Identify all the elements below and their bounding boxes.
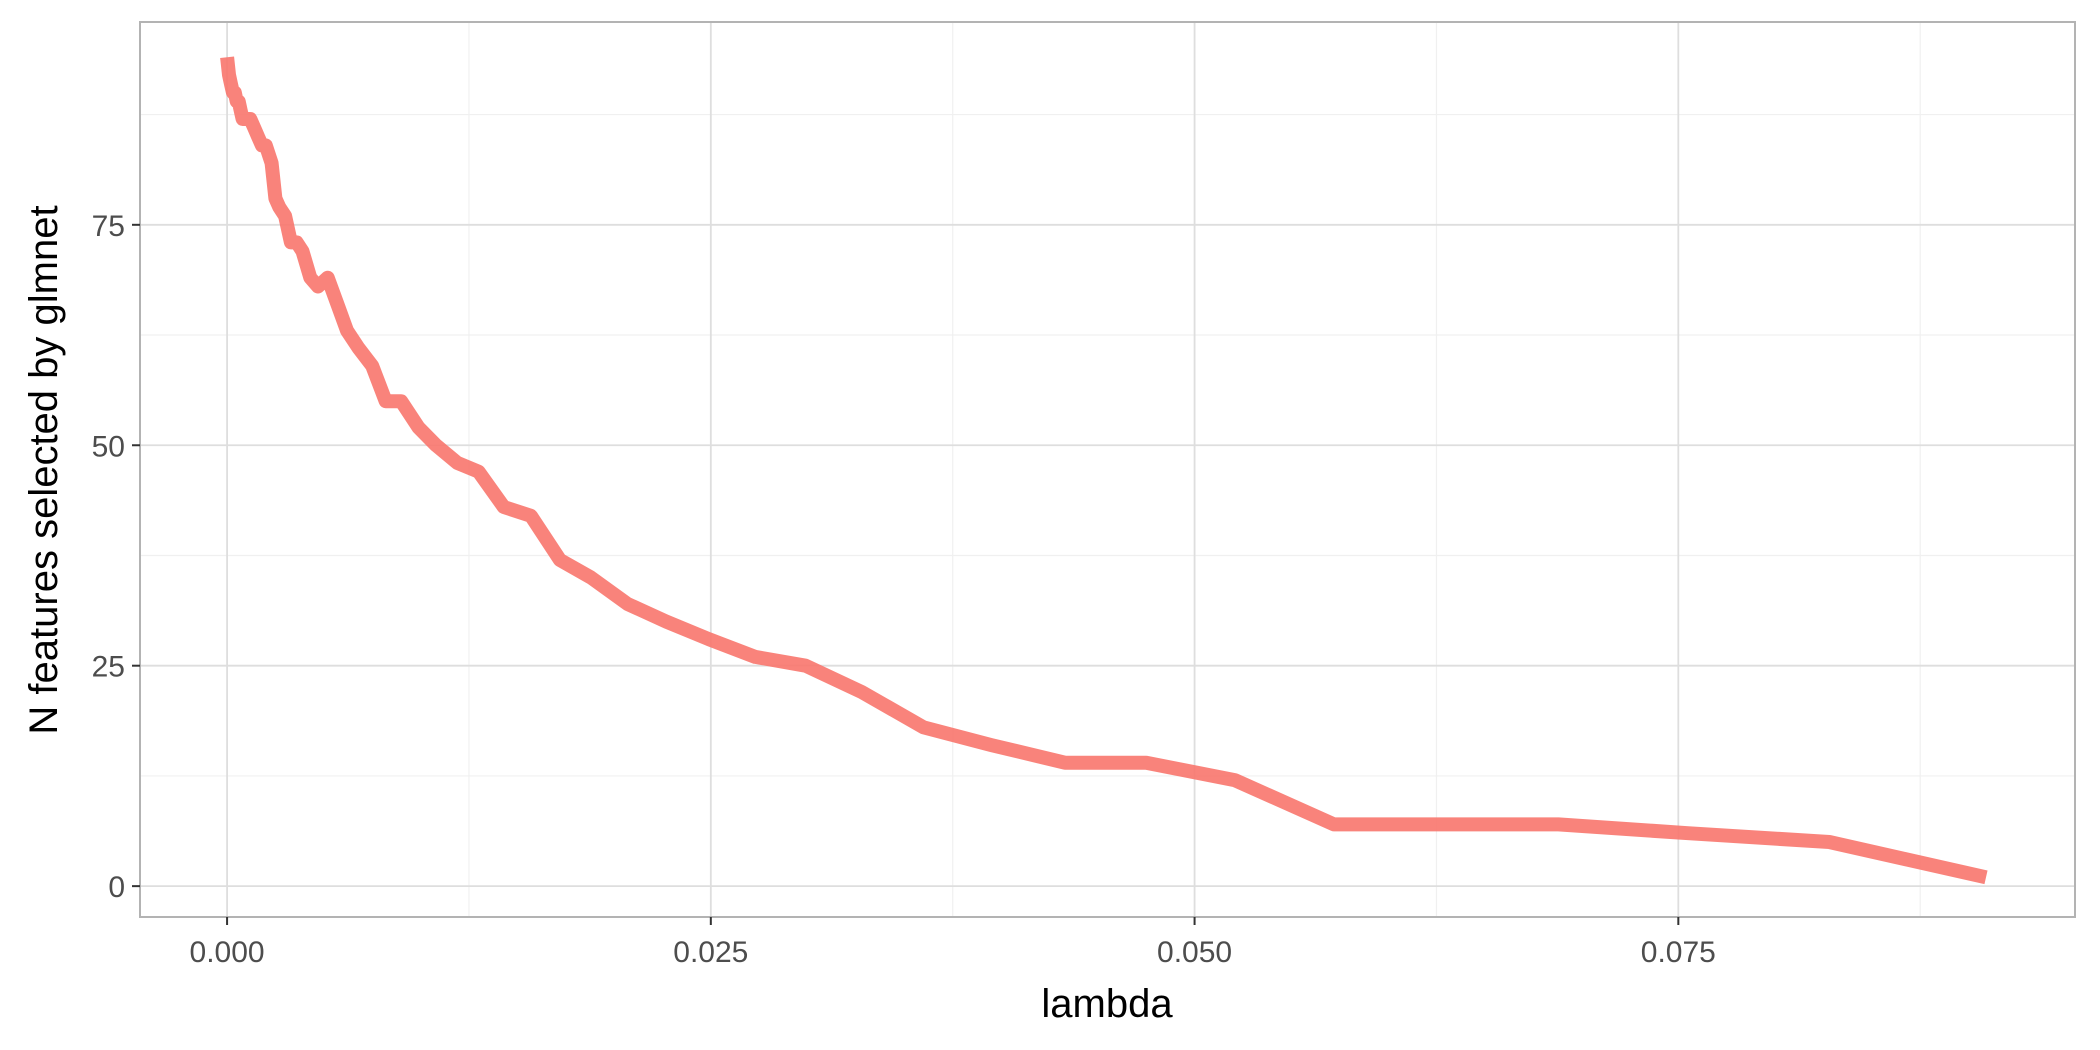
x-tick-label: 0.000 (190, 936, 265, 969)
x-axis-title: lambda (1041, 982, 1173, 1026)
y-tick-label: 25 (92, 651, 125, 684)
series-line (220, 56, 1988, 885)
data-layer (220, 56, 1988, 885)
plot-border (139, 21, 2076, 918)
y-axis-ticks: 0 25 50 75 (92, 210, 140, 904)
y-tick-label: 0 (108, 871, 125, 904)
x-axis-ticks: 0.000 0.025 0.050 0.075 (190, 917, 1716, 969)
y-axis-title: N features selected by glmnet (22, 205, 66, 734)
x-tick-label: 0.075 (1641, 936, 1716, 969)
y-tick-label: 75 (92, 210, 125, 243)
minor-gridlines (140, 22, 2075, 917)
x-tick-label: 0.025 (673, 936, 748, 969)
plot-background (140, 22, 2075, 917)
x-tick-label: 0.050 (1157, 936, 1232, 969)
y-tick-label: 50 (92, 430, 125, 463)
major-gridlines (140, 22, 2075, 917)
